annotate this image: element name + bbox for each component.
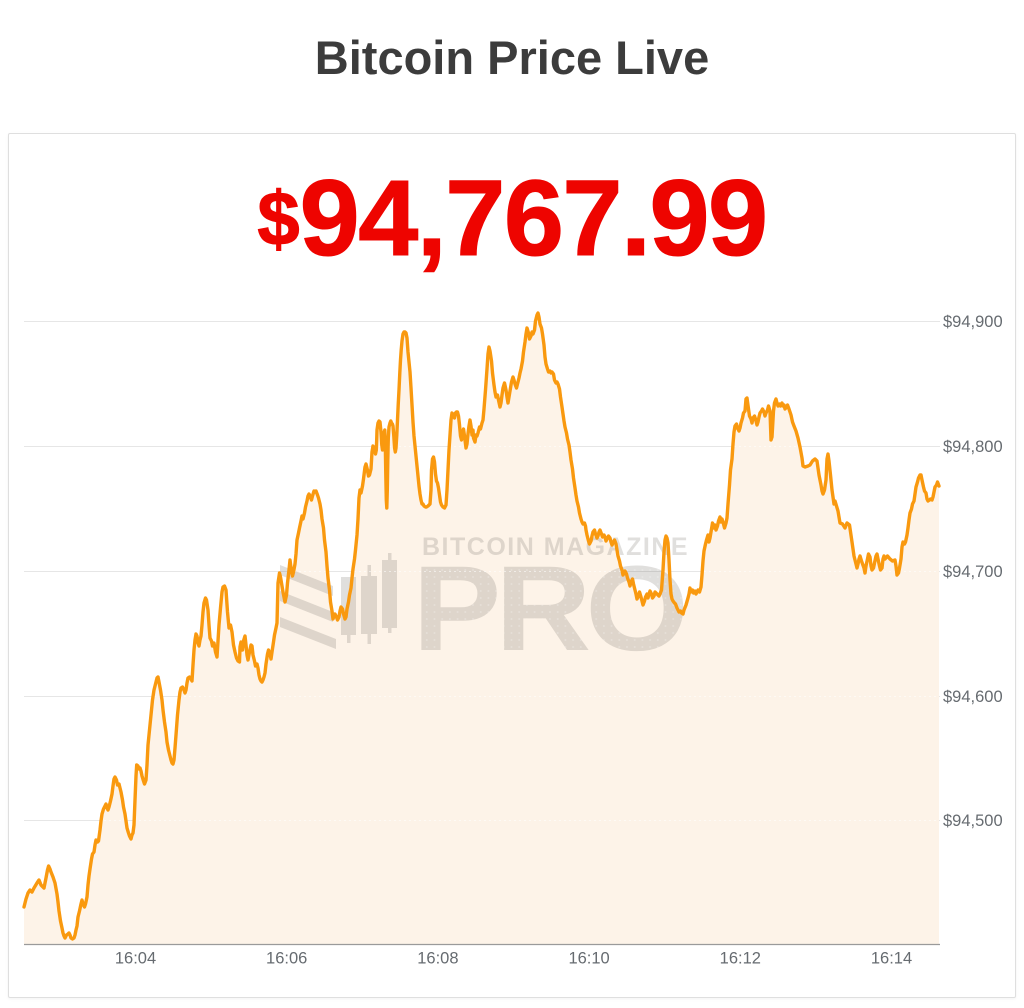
svg-text:PRO: PRO	[413, 541, 684, 676]
svg-text:$94,500: $94,500	[943, 812, 1003, 830]
svg-text:16:04: 16:04	[115, 950, 156, 968]
svg-text:$94,800: $94,800	[943, 438, 1003, 456]
svg-text:$94,600: $94,600	[943, 688, 1003, 706]
svg-text:PRO: PRO	[413, 541, 684, 676]
svg-text:16:06: 16:06	[266, 950, 307, 968]
svg-text:BITCOIN MAGAZINE: BITCOIN MAGAZINE	[422, 533, 689, 561]
svg-text:$94,700: $94,700	[943, 563, 1003, 581]
svg-text:16:08: 16:08	[417, 950, 458, 968]
svg-text:16:12: 16:12	[720, 950, 761, 968]
svg-text:16:14: 16:14	[871, 950, 912, 968]
svg-text:16:10: 16:10	[568, 950, 609, 968]
svg-text:$94,900: $94,900	[943, 313, 1003, 331]
